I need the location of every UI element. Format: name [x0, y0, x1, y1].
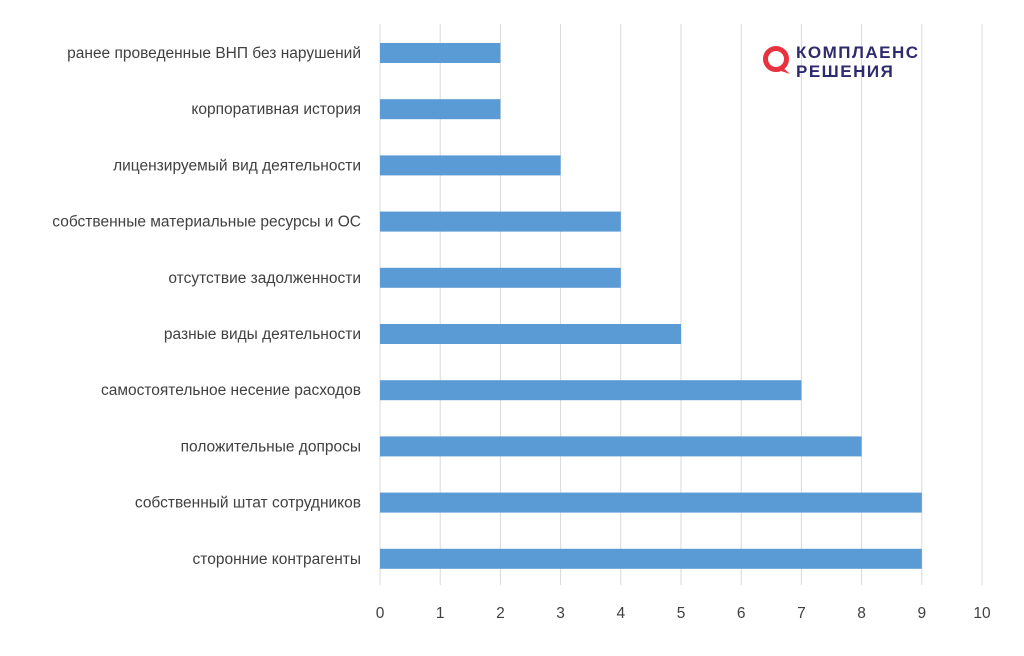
bar — [380, 492, 922, 513]
category-label: ранее проведенные ВНП без нарушений — [67, 45, 361, 62]
x-tick-label: 4 — [616, 605, 625, 622]
x-tick-label: 5 — [677, 605, 686, 622]
bar — [380, 155, 561, 176]
x-tick-label: 10 — [973, 605, 991, 622]
category-label: положительные допросы — [181, 438, 361, 455]
category-label: отсутствие задолженности — [168, 270, 361, 287]
x-tick-label: 7 — [797, 605, 806, 622]
x-axis-tick-labels: 0 1 2 3 4 5 6 7 8 9 10 — [376, 605, 991, 622]
x-tick-label: 2 — [496, 605, 505, 622]
x-tick-label: 6 — [737, 605, 746, 622]
x-tick-label: 1 — [436, 605, 445, 622]
company-logo: КОМПЛАЕНС РЕШЕНИЯ — [763, 43, 920, 81]
category-label: сторонние контрагенты — [193, 551, 361, 568]
bar — [380, 436, 862, 457]
x-tick-label: 8 — [857, 605, 866, 622]
logo-line-2: РЕШЕНИЯ — [796, 62, 894, 81]
category-label: самостоятельное несение расходов — [101, 382, 361, 399]
category-label: собственные материальные ресурсы и ОС — [52, 214, 361, 231]
bar — [380, 548, 922, 569]
bar — [380, 324, 681, 344]
category-label: разные виды деятельности — [164, 326, 361, 343]
x-tick-label: 3 — [556, 605, 565, 622]
bar — [380, 211, 621, 232]
category-labels: ранее проведенные ВНП без нарушений корпо… — [52, 45, 361, 568]
category-label: лицензируемый вид деятельности — [113, 157, 361, 174]
category-label: собственный штат сотрудников — [135, 495, 361, 512]
category-label: корпоративная история — [191, 101, 361, 118]
x-tick-label: 9 — [917, 605, 926, 622]
logo-line-1: КОМПЛАЕНС — [796, 43, 920, 62]
x-tick-label: 0 — [376, 605, 385, 622]
bars — [380, 43, 922, 569]
logo-mark-icon — [763, 46, 790, 74]
bar — [380, 267, 621, 288]
bar — [380, 99, 501, 120]
bar — [380, 380, 802, 401]
bar — [380, 43, 501, 63]
